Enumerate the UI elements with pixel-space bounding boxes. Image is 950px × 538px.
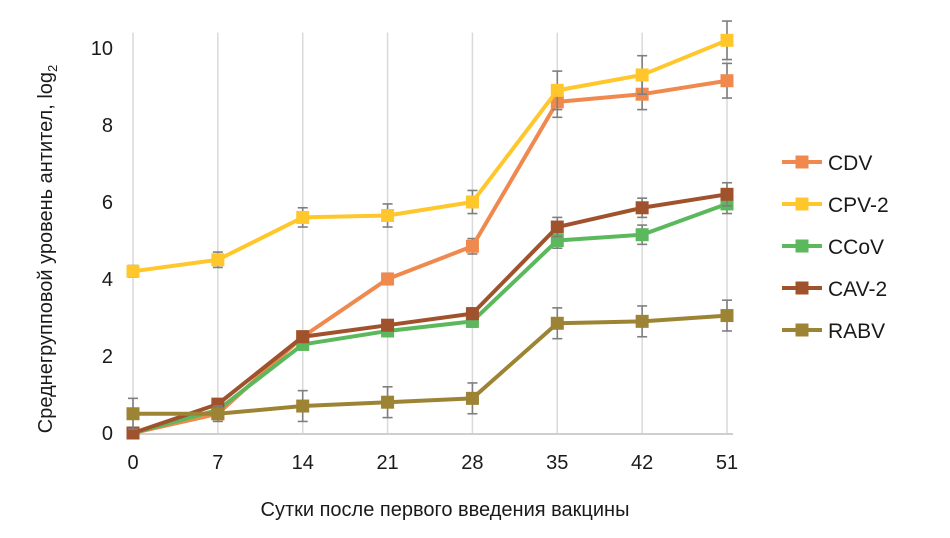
x-tick-label: 35	[546, 452, 568, 474]
data-point	[720, 187, 734, 201]
data-point	[296, 210, 310, 224]
data-point	[550, 83, 564, 97]
data-point	[381, 318, 395, 332]
data-point	[720, 33, 734, 47]
data-point	[296, 330, 310, 344]
data-point	[550, 316, 564, 330]
legend-label: CPV-2	[828, 194, 889, 217]
x-tick-label: 28	[461, 452, 483, 474]
x-tick-label: 21	[376, 452, 398, 474]
legend-marker	[795, 239, 809, 253]
data-point	[720, 74, 734, 88]
legend-marker	[795, 155, 809, 169]
x-tick-label: 42	[631, 452, 653, 474]
series-line	[133, 313, 728, 416]
y-tick-label: 6	[102, 192, 113, 214]
data-point	[296, 399, 310, 413]
legend-label: CCoV	[828, 236, 884, 259]
data-point	[126, 264, 140, 278]
y-axis-title-subscript: 2	[45, 65, 60, 72]
y-axis-title: Среднегрупповой уровень антител, log2	[35, 65, 60, 433]
data-point	[635, 314, 649, 328]
axes: 0 7 14 21 28 35 42 51 0 2 4 6 8 10	[91, 38, 738, 474]
y-tick-label: 10	[91, 38, 113, 60]
data-point	[126, 407, 140, 421]
legend-item: CCoV	[782, 236, 884, 259]
legend-item: RABV	[782, 320, 885, 343]
legend-label: RABV	[828, 320, 885, 343]
data-point	[465, 307, 479, 321]
series-line	[132, 38, 728, 274]
y-tick-label: 0	[102, 423, 113, 445]
data-point	[635, 201, 649, 215]
y-axis-title-main: Среднегрупповой уровень антител, log	[35, 72, 57, 433]
legend-item: CAV-2	[782, 278, 887, 301]
legend-marker	[795, 323, 809, 337]
data-point	[211, 407, 225, 421]
data-point	[465, 195, 479, 209]
legend-item: CDV	[782, 152, 872, 175]
series-line	[132, 202, 728, 435]
x-tick-label: 51	[716, 452, 738, 474]
data-point	[550, 220, 564, 234]
data-point	[381, 208, 395, 222]
data-point	[381, 395, 395, 409]
series-cpv-2	[126, 20, 734, 278]
series-group	[126, 20, 734, 440]
y-tick-label: 8	[102, 115, 113, 137]
y-tick-label: 2	[102, 346, 113, 368]
data-point	[635, 228, 649, 242]
x-axis-title: Сутки после первого введения вакцины	[261, 499, 630, 521]
data-point	[635, 68, 649, 82]
y-tick-label: 4	[102, 269, 113, 291]
series-line	[132, 192, 728, 435]
data-point	[465, 239, 479, 253]
series-rabv	[126, 299, 734, 430]
legend-label: CDV	[828, 152, 872, 175]
legend-marker	[795, 281, 809, 295]
data-point	[720, 309, 734, 323]
legend-label: CAV-2	[828, 278, 887, 301]
data-point	[211, 253, 225, 267]
legend-item: CPV-2	[782, 194, 889, 217]
legend-marker	[795, 197, 809, 211]
x-tick-label: 0	[127, 452, 138, 474]
data-point	[381, 272, 395, 286]
data-point	[465, 391, 479, 405]
x-tick-label: 7	[212, 452, 223, 474]
legend: CDV CPV-2 CCoV CAV-2 RABV	[782, 152, 889, 343]
x-tick-label: 14	[292, 452, 314, 474]
